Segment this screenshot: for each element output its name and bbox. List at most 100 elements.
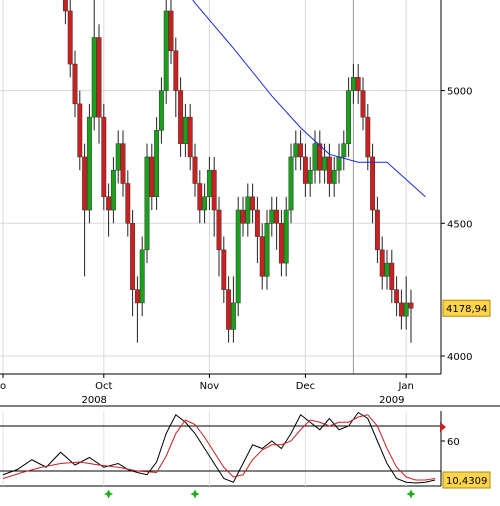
candle-body bbox=[77, 103, 83, 158]
candle-body bbox=[254, 209, 260, 237]
candle-body bbox=[106, 196, 112, 211]
candle-body bbox=[403, 302, 409, 317]
candle-body bbox=[274, 209, 280, 224]
candle-body bbox=[125, 183, 131, 224]
axes bbox=[0, 0, 500, 407]
candle-body bbox=[312, 143, 318, 171]
candle-body bbox=[86, 116, 92, 211]
osc-end-arrow bbox=[440, 422, 446, 432]
candle-body bbox=[211, 169, 217, 211]
candle-body bbox=[197, 183, 203, 211]
candle-body bbox=[288, 156, 294, 211]
x-tick-label: Dec bbox=[296, 381, 315, 392]
candle-body bbox=[168, 10, 174, 52]
candle-body bbox=[278, 223, 284, 264]
osc-tick-label: 60 bbox=[447, 437, 460, 448]
candle-body bbox=[62, 0, 68, 12]
candle-body bbox=[134, 289, 140, 304]
moving-average-line bbox=[192, 0, 426, 198]
candle-body bbox=[384, 262, 390, 277]
moving-average bbox=[192, 0, 426, 198]
x-tick-label: Jan bbox=[397, 381, 413, 392]
candle-body bbox=[283, 209, 289, 264]
y-tick-label: 5000 bbox=[447, 87, 472, 98]
candle-body bbox=[250, 196, 256, 211]
candle-body bbox=[269, 209, 275, 224]
candle-body bbox=[346, 90, 352, 144]
axis-labels: 650060005500500045004000oOctNovDecJan200… bbox=[0, 87, 491, 406]
candle-body bbox=[307, 169, 313, 184]
candle-body bbox=[154, 130, 160, 198]
candle-body bbox=[187, 116, 193, 158]
candle-body bbox=[350, 77, 356, 91]
candle-body bbox=[202, 196, 208, 211]
candle-body bbox=[158, 90, 164, 131]
signal-marker bbox=[190, 489, 200, 499]
year-label: 2008 bbox=[81, 395, 106, 406]
candle-body bbox=[235, 209, 241, 304]
oscillator-panel: 60 10,4309 bbox=[0, 411, 491, 499]
candle-body bbox=[360, 90, 366, 118]
candle-body bbox=[216, 209, 222, 251]
y-tick-label: 4000 bbox=[447, 352, 472, 363]
candle-body bbox=[130, 223, 136, 290]
candle-body bbox=[96, 37, 102, 118]
candle-body bbox=[110, 169, 116, 211]
last-price-box bbox=[442, 299, 491, 317]
candle-body bbox=[72, 63, 78, 105]
candle-body bbox=[149, 156, 155, 198]
candle-body bbox=[101, 116, 107, 198]
x-tick-label: Nov bbox=[200, 381, 220, 392]
x-tick-label: Oct bbox=[95, 381, 112, 392]
candle-body bbox=[82, 156, 88, 211]
candle-body bbox=[221, 249, 227, 290]
candle-body bbox=[120, 143, 126, 184]
candle-body bbox=[139, 249, 145, 304]
candle-body bbox=[317, 143, 323, 171]
osc-slow-line bbox=[2, 414, 436, 481]
candle-body bbox=[336, 156, 342, 171]
candle-body bbox=[331, 169, 337, 184]
candle-body bbox=[91, 37, 97, 118]
candle-body bbox=[67, 10, 73, 65]
y-tick-label: 4500 bbox=[447, 219, 472, 230]
signal-marker bbox=[104, 489, 114, 499]
candle-body bbox=[398, 302, 404, 317]
candle-body bbox=[374, 209, 380, 251]
candle-body bbox=[178, 90, 184, 144]
candle-body bbox=[264, 223, 270, 277]
candle-body bbox=[245, 196, 251, 224]
candle-body bbox=[240, 209, 246, 224]
candle-body bbox=[163, 10, 169, 91]
signal-marker bbox=[406, 489, 416, 499]
candle-body bbox=[182, 116, 188, 144]
candle-body bbox=[293, 143, 299, 158]
osc-fast-line bbox=[2, 411, 436, 484]
candle-body bbox=[394, 289, 400, 304]
candle-body bbox=[389, 262, 395, 290]
candlesticks bbox=[62, 0, 414, 343]
candle-body bbox=[298, 143, 304, 158]
candle-body bbox=[259, 236, 265, 277]
last-price-label: 4178,94 bbox=[446, 304, 487, 315]
candle-body bbox=[355, 77, 361, 91]
candle-body bbox=[370, 156, 376, 211]
candle-body bbox=[206, 169, 212, 198]
candle-body bbox=[192, 156, 198, 184]
candle-body bbox=[230, 302, 236, 330]
candle-body bbox=[173, 50, 179, 91]
candle-body bbox=[226, 289, 232, 330]
osc-value-label: 10,4309 bbox=[446, 476, 487, 487]
x-tick-label: o bbox=[0, 381, 6, 392]
candle-body bbox=[144, 156, 150, 251]
candle-body bbox=[322, 156, 328, 171]
candle-body bbox=[302, 156, 308, 184]
year-label: 2009 bbox=[379, 395, 404, 406]
candle-body bbox=[365, 116, 371, 158]
candle-body bbox=[379, 249, 385, 277]
candle-body bbox=[326, 156, 332, 184]
osc-value-box bbox=[442, 471, 491, 489]
candle-body bbox=[341, 143, 347, 158]
